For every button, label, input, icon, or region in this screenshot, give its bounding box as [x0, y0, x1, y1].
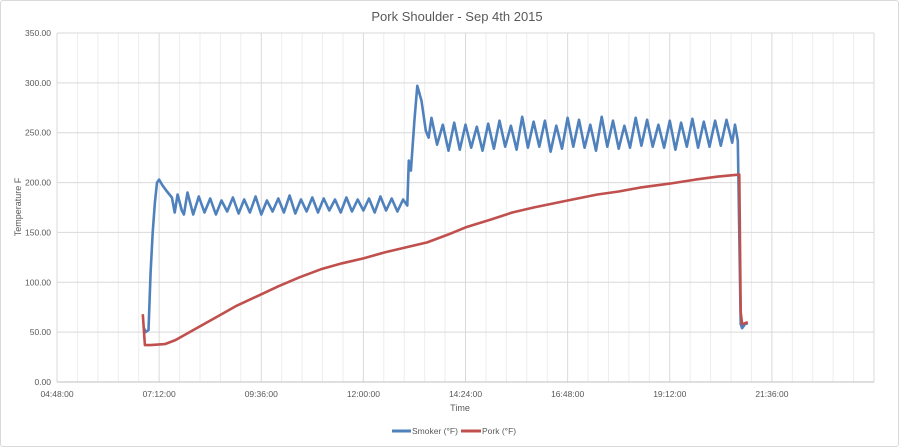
y-tick-label: 300.00 [25, 78, 51, 88]
series-line-smoker [142, 84, 749, 334]
y-tick-label: 200.00 [25, 178, 51, 188]
y-axis-title: Temperature F [13, 177, 23, 236]
x-tick-label: 16:48:00 [551, 389, 584, 399]
x-tick-labels: 04:48:00 07:12:00 09:36:00 12:00:00 14:24:00… [40, 389, 788, 399]
y-tick-label: 50.00 [30, 327, 52, 337]
y-tick-label: 250.00 [25, 128, 51, 138]
y-tick-label: 150.00 [25, 227, 51, 237]
y-tick-label: 0.00 [34, 377, 51, 387]
x-tick-label: 19:12:00 [653, 389, 686, 399]
x-tick-label: 07:12:00 [143, 389, 176, 399]
series-lines [141, 84, 749, 347]
series-line-pork [141, 173, 749, 347]
x-tick-label: 04:48:00 [40, 389, 73, 399]
legend-label-pork: Pork (°F) [482, 426, 516, 436]
y-tick-labels: 0.00 50.00 100.00 150.00 200.00 250.00 300.00 3… [25, 28, 51, 387]
chart-title: Pork Shoulder - Sep 4th 2015 [371, 9, 542, 24]
x-tick-label: 21:36:00 [755, 389, 788, 399]
x-tick-label: 09:36:00 [245, 389, 278, 399]
gridlines [56, 32, 875, 383]
legend-label-smoker: Smoker (°F) [412, 426, 458, 436]
x-tick-label: 14:24:00 [449, 389, 482, 399]
y-tick-label: 350.00 [25, 28, 51, 38]
x-tick-label: 12:00:00 [347, 389, 380, 399]
legend: Smoker (°F) Pork (°F) [392, 426, 516, 436]
y-tick-label: 100.00 [25, 277, 51, 287]
x-axis-title: Time [450, 403, 470, 413]
